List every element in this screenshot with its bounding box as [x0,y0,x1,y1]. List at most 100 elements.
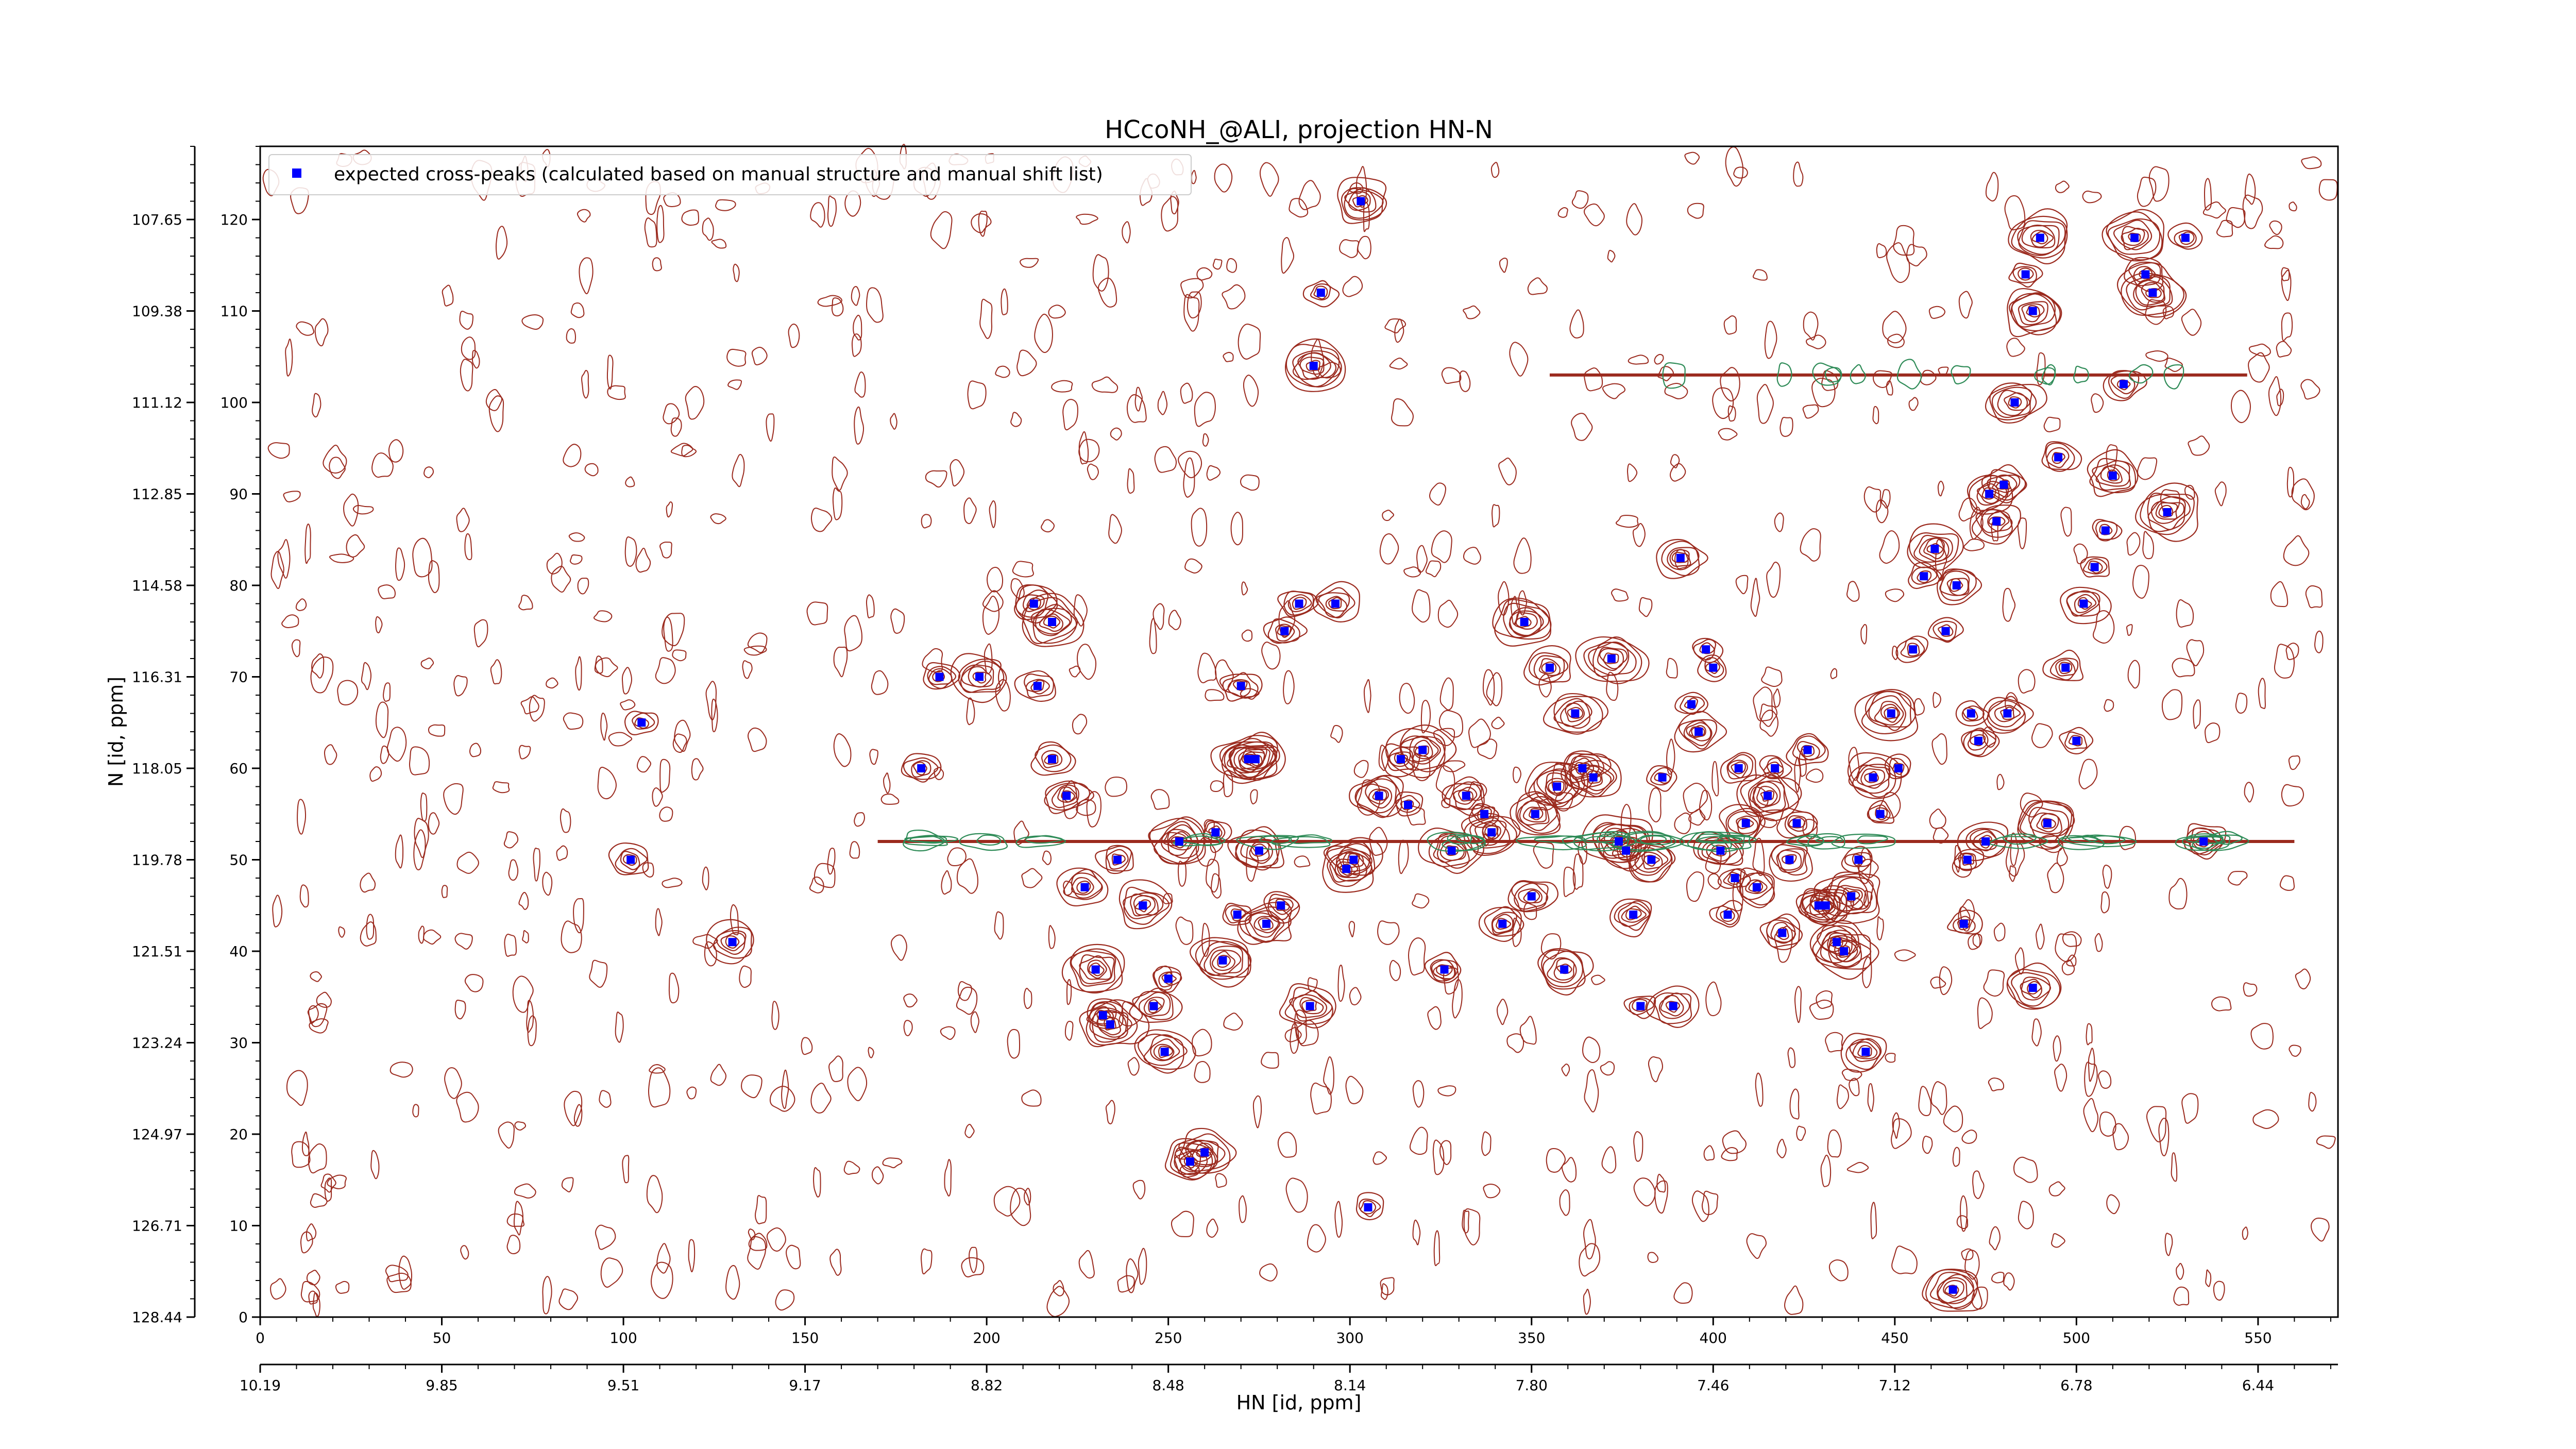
noise-contour [1561,1157,1577,1183]
peak-contour [1786,733,1829,766]
noise-contour [579,257,594,294]
noise-contour [1339,239,1359,258]
peak-contour [1277,625,1292,637]
noise-contour [2083,1098,2099,1133]
noise-contour [666,501,673,518]
negative-contour [1639,835,1667,844]
noise-contour [957,981,972,1001]
noise-contour [1591,974,1605,985]
noise-contour [320,1173,336,1193]
peak-contour [1553,698,1590,729]
noise-contour [2132,565,2149,599]
peak-contour [1148,999,1162,1014]
noise-contour [844,615,862,652]
noise-contour [1882,311,1907,344]
noise-contour [304,524,311,564]
peak-contour [1834,940,1858,963]
noise-contour [1363,679,1371,713]
peak-contour [1052,784,1079,808]
peak-contour [608,842,649,875]
peak-contour [1792,735,1826,761]
expected-cross-peak [1349,855,1358,864]
noise-contour [2013,1156,2038,1183]
noise-contour [1499,258,1508,273]
peak-contour [1409,735,1439,763]
noise-contour [1918,1086,1932,1116]
noise-contour [1439,1140,1452,1165]
noise-contour [920,1248,933,1275]
noise-contour [2243,982,2258,997]
noise-contour [383,682,391,702]
noise-contour [1486,672,1503,706]
noise-contour [1687,203,1704,219]
noise-contour [1752,269,1768,281]
peak-contour [1225,905,1251,923]
expected-cross-peak [1952,581,1961,589]
noise-contour [1759,703,1778,727]
noise-contour [366,914,375,940]
peak-contour [1424,952,1462,984]
y-ppm-tick-label: 114.58 [132,577,182,594]
peak-contour [1801,745,1815,757]
peak-contour [1736,872,1775,906]
peak-contour [1857,1044,1872,1058]
noise-contour [2176,599,2194,628]
peak-contour [1061,790,1075,803]
noise-contour [573,898,584,934]
noise-contour [2100,891,2110,914]
negative-contour [1776,362,1792,387]
noise-contour [1127,1057,1140,1076]
peak-contour [2174,230,2197,248]
peak-contour [1705,661,1720,675]
peak-contour [2012,266,2037,283]
noise-contour [2276,341,2292,358]
peak-contour [1925,1269,1982,1312]
peak-contour [1217,955,1231,968]
noise-contour [1836,1084,1849,1109]
noise-contour [1020,258,1039,268]
peak-contour [1228,745,1280,781]
negative-contour [903,830,945,852]
noise-contour [1930,976,1946,989]
noise-contour [663,403,680,425]
noise-contour [969,1246,978,1273]
noise-contour [726,348,747,367]
peak-contour [972,671,987,684]
expected-cross-peak [1963,855,1972,864]
x-tick-label: 350 [1518,1329,1545,1346]
noise-contour [297,799,307,835]
noise-contour [2286,466,2295,498]
peak-contour [1461,813,1517,856]
peak-contour [2124,257,2164,293]
peak-contour [2121,228,2145,246]
negative-contour [1236,835,1299,850]
peak-contour [2089,458,2137,494]
noise-contour [2308,1091,2317,1112]
noise-contour [395,547,405,581]
noise-contour [854,406,865,445]
noise-contour [1122,221,1131,244]
noise-contour [1572,853,1584,890]
noise-contour [663,616,673,652]
peak-contour [1643,854,1660,867]
noise-contour [2127,660,2141,689]
peak-contour [1884,706,1899,720]
peak-contour [950,653,1007,703]
noise-contour [625,476,635,487]
noise-contour [1468,718,1491,748]
noise-contour [1241,629,1253,642]
noise-contour [1076,213,1098,225]
noise-contour [2158,1118,2170,1156]
peak-contour [1267,618,1300,644]
peak-contour [1089,1010,1129,1040]
noise-contour [2279,875,2295,891]
noise-contour [681,445,697,458]
noise-contour [2168,878,2188,909]
peak-contour [1740,872,1773,900]
noise-contour [1943,1105,1963,1133]
noise-contour [1722,1130,1747,1154]
noise-contour [600,1257,623,1288]
peak-contour [1699,642,1715,654]
noise-contour [2211,996,2232,1012]
negative-contour [2002,833,2037,845]
